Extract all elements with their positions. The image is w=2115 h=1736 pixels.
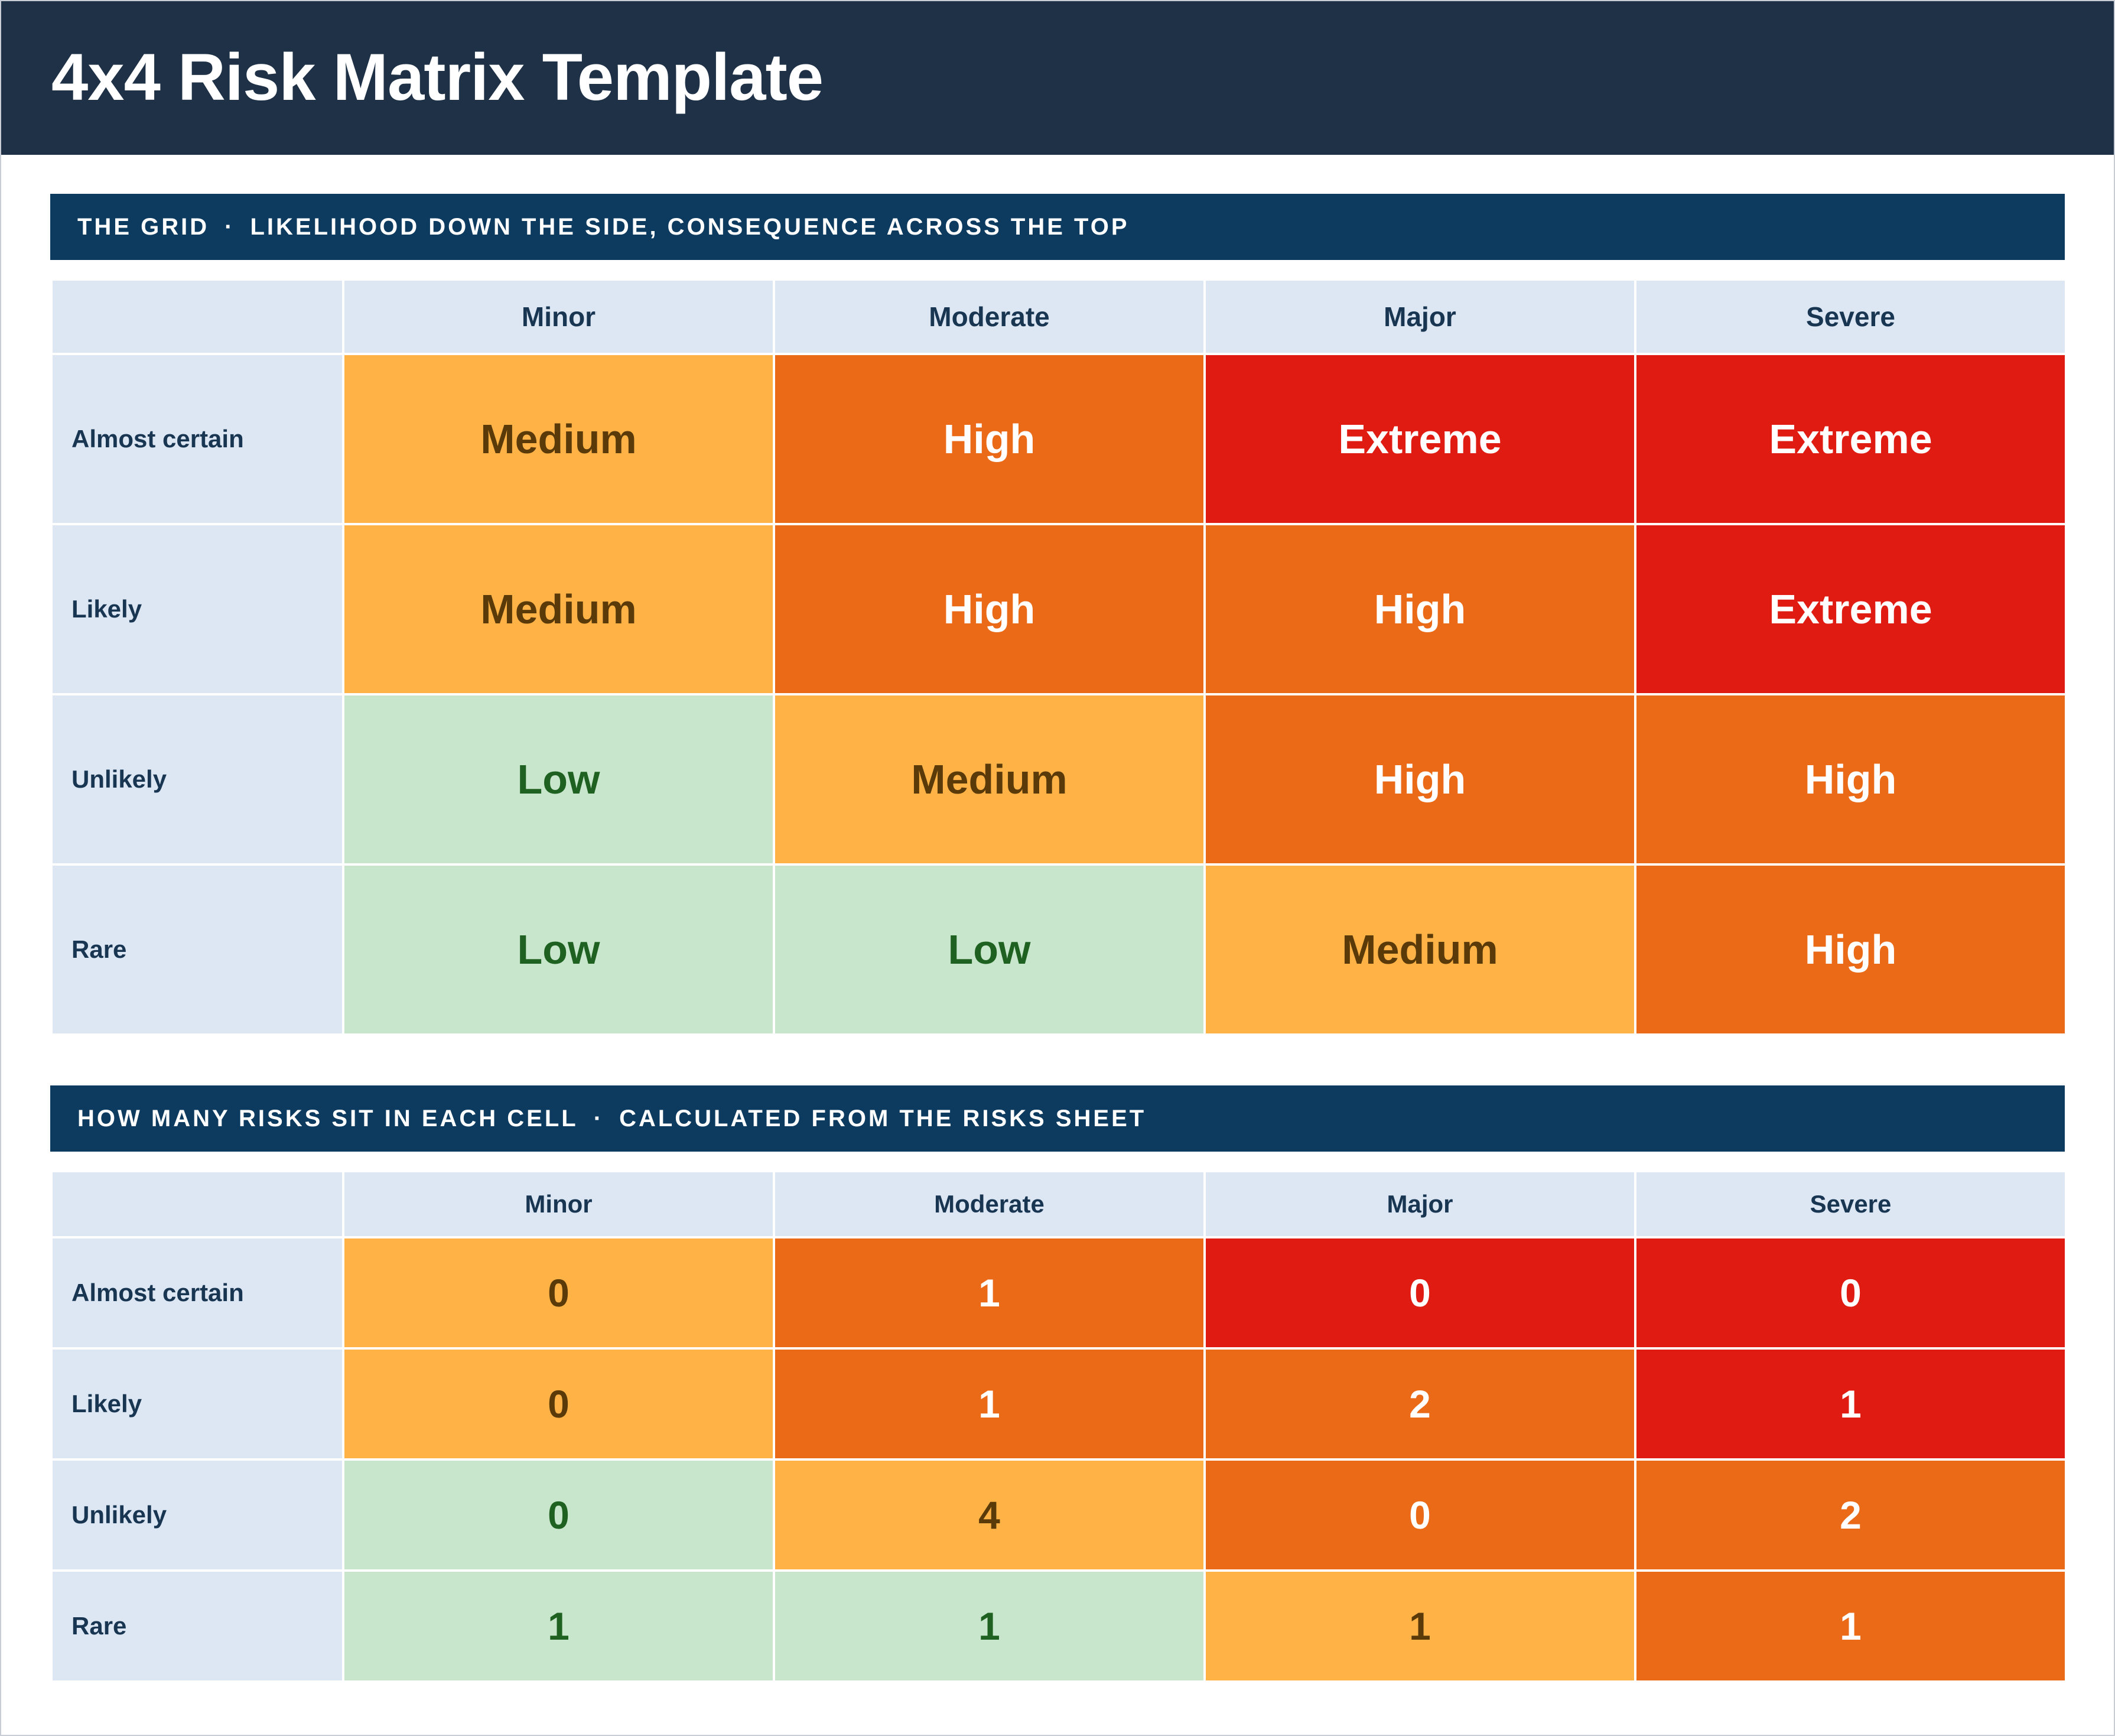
grid-cell[interactable]: Medium xyxy=(342,353,775,525)
grid-section-banner: THE GRID · LIKELIHOOD DOWN THE SIDE, CONSE… xyxy=(50,194,2065,260)
grid-cell[interactable]: Low xyxy=(342,863,775,1036)
count-cell[interactable]: 2 xyxy=(1634,1458,2067,1572)
count-row-label[interactable]: Likely xyxy=(50,1347,344,1461)
title-bar: 4x4 Risk Matrix Template xyxy=(1,1,2114,155)
count-cell[interactable]: 1 xyxy=(1203,1569,1636,1683)
grid-corner-cell xyxy=(50,278,344,355)
grid-cell[interactable]: High xyxy=(1634,863,2067,1036)
count-row-label[interactable]: Almost certain xyxy=(50,1236,344,1350)
count-col-header-minor[interactable]: Minor xyxy=(342,1170,775,1238)
risk-grid-table: Minor Moderate Major Severe Almost certa… xyxy=(50,278,2067,1036)
grid-cell[interactable]: High xyxy=(1203,693,1636,866)
count-cell[interactable]: 1 xyxy=(1634,1347,2067,1461)
grid-cell[interactable]: High xyxy=(1203,523,1636,695)
count-row-rare: Rare 1 1 1 1 xyxy=(50,1569,2067,1683)
grid-row-label[interactable]: Unlikely xyxy=(50,693,344,866)
count-col-header-severe[interactable]: Severe xyxy=(1634,1170,2067,1238)
count-cell[interactable]: 1 xyxy=(773,1347,1206,1461)
count-cell[interactable]: 0 xyxy=(1203,1236,1636,1350)
grid-col-header-major[interactable]: Major xyxy=(1203,278,1636,355)
count-cell[interactable]: 4 xyxy=(773,1458,1206,1572)
grid-col-header-moderate[interactable]: Moderate xyxy=(773,278,1206,355)
count-section-banner: HOW MANY RISKS SIT IN EACH CELL · CALCULAT… xyxy=(50,1085,2065,1152)
count-banner-separator: · xyxy=(593,1106,604,1132)
count-cell[interactable]: 1 xyxy=(1634,1569,2067,1683)
count-header-row: Minor Moderate Major Severe xyxy=(50,1170,2067,1238)
grid-banner-separator: · xyxy=(224,214,235,240)
count-row-label[interactable]: Rare xyxy=(50,1569,344,1683)
grid-row-almost-certain: Almost certain Medium High Extreme Extre… xyxy=(50,353,2067,525)
grid-cell[interactable]: Medium xyxy=(1203,863,1636,1036)
grid-banner-title: THE GRID xyxy=(77,214,210,240)
grid-banner-subtitle: LIKELIHOOD DOWN THE SIDE, CONSEQUENCE AC… xyxy=(250,214,1130,240)
count-cell[interactable]: 0 xyxy=(342,1347,775,1461)
count-col-header-moderate[interactable]: Moderate xyxy=(773,1170,1206,1238)
count-cell[interactable]: 0 xyxy=(342,1458,775,1572)
risk-count-table: Minor Moderate Major Severe Almost certa… xyxy=(50,1170,2067,1683)
grid-cell[interactable]: Low xyxy=(342,693,775,866)
count-cell[interactable]: 0 xyxy=(1634,1236,2067,1350)
grid-cell[interactable]: Medium xyxy=(773,693,1206,866)
grid-col-header-severe[interactable]: Severe xyxy=(1634,278,2067,355)
count-cell[interactable]: 1 xyxy=(773,1569,1206,1683)
page-title: 4x4 Risk Matrix Template xyxy=(51,40,824,114)
count-cell[interactable]: 0 xyxy=(1203,1458,1636,1572)
grid-row-unlikely: Unlikely Low Medium High High xyxy=(50,693,2067,866)
count-cell[interactable]: 2 xyxy=(1203,1347,1636,1461)
grid-cell[interactable]: Extreme xyxy=(1634,353,2067,525)
grid-row-rare: Rare Low Low Medium High xyxy=(50,863,2067,1036)
grid-row-likely: Likely Medium High High Extreme xyxy=(50,523,2067,695)
grid-cell[interactable]: Low xyxy=(773,863,1206,1036)
grid-cell[interactable]: Extreme xyxy=(1203,353,1636,525)
count-banner-title: HOW MANY RISKS SIT IN EACH CELL xyxy=(77,1106,578,1132)
count-row-almost-certain: Almost certain 0 1 0 0 xyxy=(50,1236,2067,1350)
grid-cell[interactable]: Extreme xyxy=(1634,523,2067,695)
grid-row-label[interactable]: Rare xyxy=(50,863,344,1036)
count-banner-subtitle: CALCULATED FROM THE RISKS SHEET xyxy=(619,1106,1147,1132)
count-corner-cell xyxy=(50,1170,344,1238)
count-cell[interactable]: 1 xyxy=(342,1569,775,1683)
grid-header-row: Minor Moderate Major Severe xyxy=(50,278,2067,355)
count-row-unlikely: Unlikely 0 4 0 2 xyxy=(50,1458,2067,1572)
count-col-header-major[interactable]: Major xyxy=(1203,1170,1636,1238)
count-row-likely: Likely 0 1 2 1 xyxy=(50,1347,2067,1461)
grid-cell[interactable]: High xyxy=(773,523,1206,695)
count-cell[interactable]: 0 xyxy=(342,1236,775,1350)
count-cell[interactable]: 1 xyxy=(773,1236,1206,1350)
grid-cell[interactable]: High xyxy=(773,353,1206,525)
grid-col-header-minor[interactable]: Minor xyxy=(342,278,775,355)
grid-cell[interactable]: High xyxy=(1634,693,2067,866)
grid-cell[interactable]: Medium xyxy=(342,523,775,695)
grid-row-label[interactable]: Almost certain xyxy=(50,353,344,525)
count-row-label[interactable]: Unlikely xyxy=(50,1458,344,1572)
grid-row-label[interactable]: Likely xyxy=(50,523,344,695)
